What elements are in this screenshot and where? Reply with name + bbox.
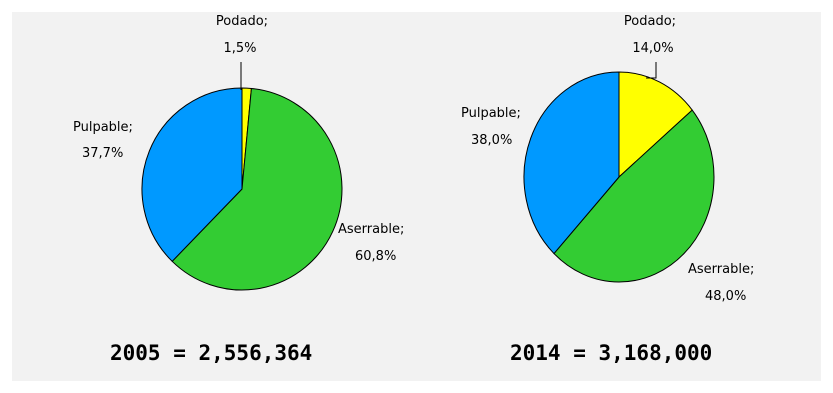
slice-name-podado-2014: Podado; [624,14,676,29]
slice-name-aserrable-2014: Aserrable; [688,262,754,277]
pie-slice-pulpable-2014 [523,71,620,255]
leader-line-podado-2014 [646,62,657,79]
pie-slice-podado-2014 [618,71,693,179]
pie-slice-aserrable-2005 [171,87,343,291]
chart-title-2014: 2014 = 3,168,000 [510,341,712,365]
slice-name-aserrable-2005: Aserrable; [338,222,404,237]
slice-name-pulpable-2005: Pulpable; [73,120,133,135]
slice-label-podado-2014: 14,0% [632,41,673,56]
pie-chart-2014 [523,71,715,283]
slice-label-aserrable-2014: 48,0% [705,289,746,304]
pie-slice-pulpable-2005 [141,87,243,263]
slice-label-aserrable-2005: 60,8% [355,249,396,264]
slice-label-pulpable-2005: 37,7% [82,146,123,161]
slice-name-pulpable-2014: Pulpable; [461,106,521,121]
slice-name-podado-2005: Podado; [216,14,268,29]
slice-label-pulpable-2014: 38,0% [471,133,512,148]
pie-chart-2005 [141,87,343,291]
pie-slice-aserrable-2014 [553,109,715,283]
chart-title-2005: 2005 = 2,556,364 [110,341,312,365]
slice-label-podado-2005: 1,5% [223,41,256,56]
